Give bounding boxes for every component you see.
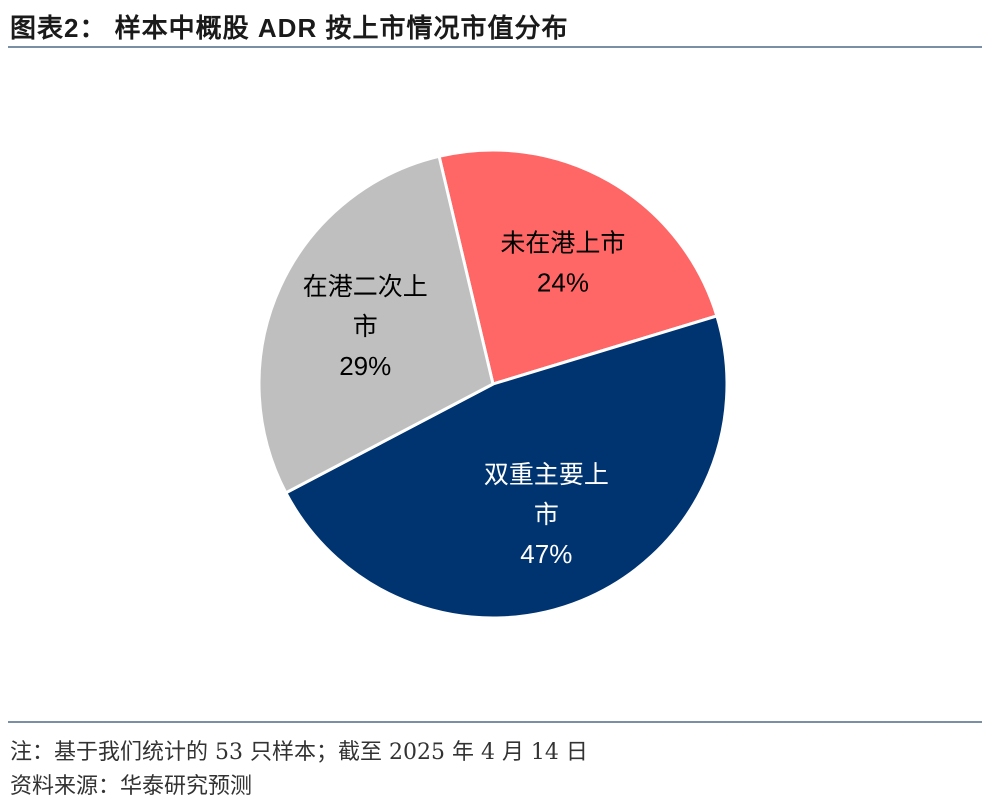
pie-slice-0 [437, 148, 719, 386]
slice-label-1-line-0: 双重主要上 [484, 460, 609, 489]
chart-title: 图表2： 样本中概股 ADR 按上市情况市值分布 [10, 13, 569, 43]
slice-label-1-line-1: 市 [534, 500, 559, 529]
top-divider [8, 46, 982, 48]
footnote: 注：基于我们统计的 53 只样本；截至 2025 年 4 月 14 日 [10, 740, 588, 765]
slice-value-2: 29% [339, 351, 391, 381]
bottom-divider [8, 721, 982, 723]
pie-slice-2 [257, 154, 495, 495]
slice-label-2-line-1: 市 [353, 312, 378, 341]
pie-slice-1 [283, 314, 729, 620]
slice-label-0-line-0: 未在港上市 [500, 228, 625, 257]
slice-value-0: 24% [537, 267, 589, 297]
slice-value-1: 47% [520, 539, 572, 569]
slice-label-2-line-0: 在港二次上 [303, 272, 428, 301]
source-note: 资料来源：华泰研究预测 [10, 774, 253, 799]
